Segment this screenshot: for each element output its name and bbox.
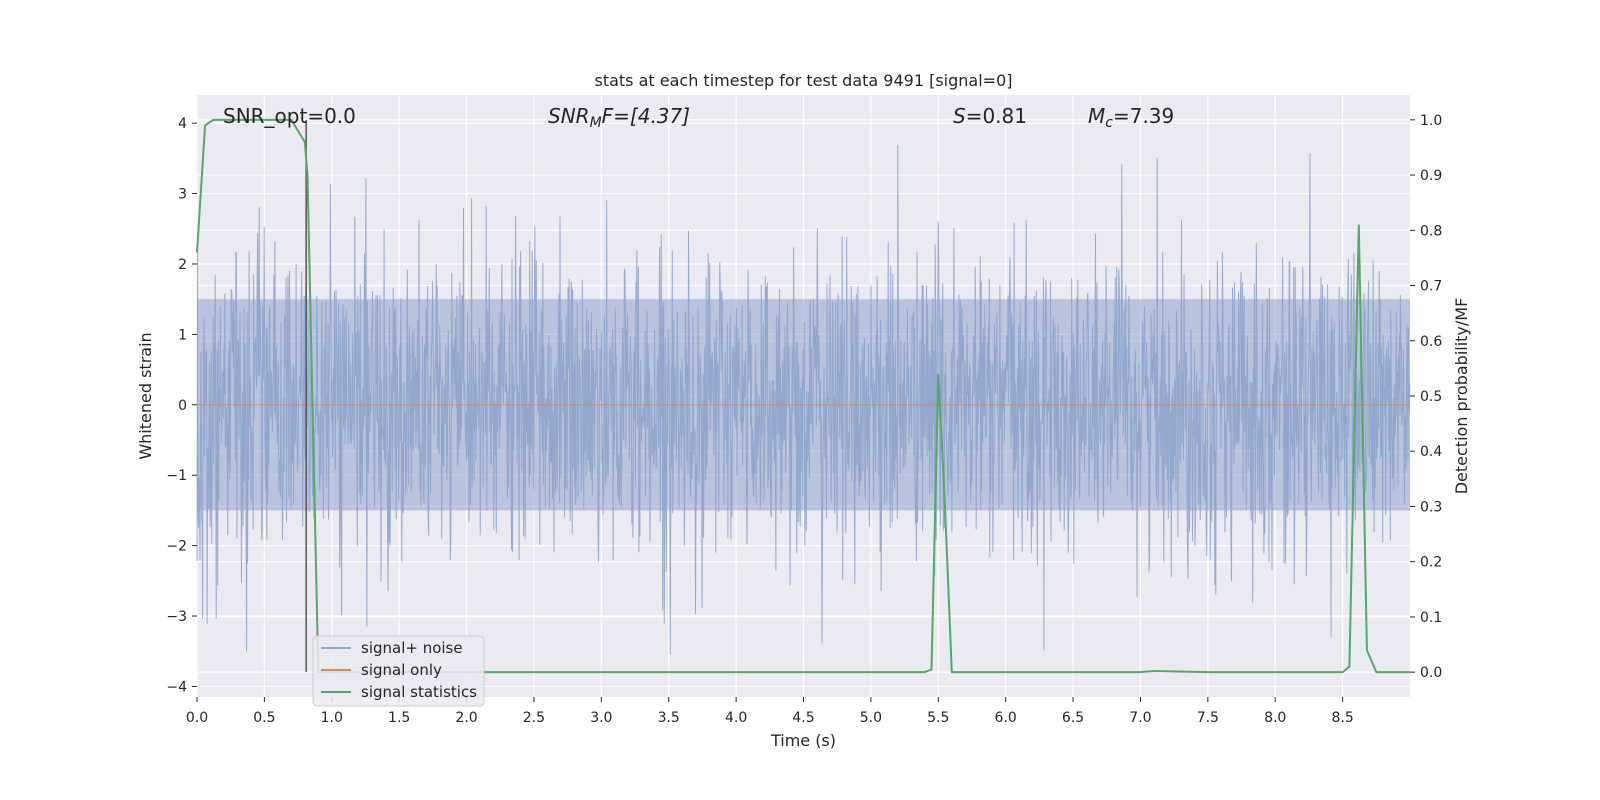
annotation-mc: Mc=7.39 — [1088, 104, 1174, 131]
y-left-tick-label-7: −3 — [166, 609, 187, 625]
x-tick-label-9: 4.5 — [792, 710, 814, 726]
annotation-mc-rest: =7.39 — [1113, 104, 1174, 128]
y-right-tick-label-4: 0.6 — [1420, 334, 1442, 350]
x-tick-label-16: 8.0 — [1264, 710, 1286, 726]
y-left-tick-label-0: 4 — [178, 116, 187, 132]
y-axis-label-right: Detection probability/MF — [1452, 298, 1471, 495]
legend: signal+ noise signal only signal statist… — [312, 635, 485, 707]
y-left-tick-label-5: −1 — [166, 468, 187, 484]
legend-label-signal-only: signal only — [361, 661, 442, 679]
x-tick-label-1: 0.5 — [253, 710, 275, 726]
y-right-tick-label-6: 0.4 — [1420, 444, 1442, 460]
y-right-tick-label-1: 0.9 — [1420, 168, 1442, 184]
y-left-tick-label-1: 3 — [178, 187, 187, 203]
annotation-snr-mf: SNRMF=[4.37] — [548, 104, 690, 131]
x-axis-label: Time (s) — [770, 731, 836, 750]
y-left-tick-label-6: −2 — [166, 539, 187, 555]
annotation-snr-mf-rest: F=[4.37] — [602, 104, 690, 128]
annotation-snr-opt: SNR_opt=0.0 — [223, 104, 356, 128]
x-tick-label-5: 2.5 — [523, 710, 545, 726]
x-tick-label-14: 7.0 — [1129, 710, 1151, 726]
x-tick-label-7: 3.5 — [658, 710, 680, 726]
y-left-tick-label-2: 2 — [178, 257, 187, 273]
annotation-s-main: S — [953, 104, 966, 128]
y-right-tick-label-7: 0.3 — [1420, 499, 1442, 515]
x-tick-label-4: 2.0 — [455, 710, 477, 726]
axes-group: 0.0 0.5 1.0 1.5 2.0 2.5 3.0 3.5 4.0 4.5 5.0 5.5 6.0 6… — [166, 113, 1442, 726]
y-axis-label-left: Whitened strain — [136, 332, 155, 459]
annotation-mc-sub: c — [1105, 115, 1113, 131]
y-right-tick-label-2: 0.8 — [1420, 223, 1442, 239]
y-left-tick-label-8: −4 — [166, 679, 187, 695]
x-tick-label-15: 7.5 — [1197, 710, 1219, 726]
x-tick-label-0: 0.0 — [186, 710, 208, 726]
series-signal-noise — [196, 144, 1411, 655]
annotation-s-rest: =0.81 — [966, 104, 1027, 128]
annotation-snr-mf-sub: M — [590, 115, 602, 131]
annotations-group: SNR_opt=0.0 SNRMF=[4.37] S=0.81 Mc=7.39 — [223, 104, 1174, 131]
y-right-tick-label-10: 0.0 — [1420, 665, 1442, 681]
legend-box — [312, 635, 485, 707]
legend-label-signal-statistics: signal statistics — [361, 683, 477, 701]
y-right-tick-label-3: 0.7 — [1420, 279, 1442, 295]
y-right-tick-label-8: 0.2 — [1420, 555, 1442, 571]
y-left-tick-label-3: 1 — [178, 327, 187, 343]
annotation-s: S=0.81 — [953, 104, 1027, 128]
y-left-tick-label-4: 0 — [178, 398, 187, 414]
line-series-group — [196, 118, 1411, 674]
chart-title: stats at each timestep for test data 949… — [594, 71, 1012, 90]
y-right-tick-label-9: 0.1 — [1420, 610, 1442, 626]
y-right-tick-label-0: 1.0 — [1420, 113, 1442, 129]
x-tick-label-2: 1.0 — [321, 710, 343, 726]
x-tick-label-13: 6.5 — [1062, 710, 1084, 726]
x-tick-label-17: 8.5 — [1331, 710, 1353, 726]
annotation-mc-main: M — [1088, 104, 1105, 128]
legend-label-signal-noise: signal+ noise — [361, 639, 463, 657]
x-tick-label-12: 6.0 — [995, 710, 1017, 726]
x-tick-label-3: 1.5 — [388, 710, 410, 726]
annotation-snr-mf-main: SNR — [548, 104, 590, 128]
x-tick-label-11: 5.5 — [927, 710, 949, 726]
y-right-tick-label-5: 0.5 — [1420, 389, 1442, 405]
x-tick-label-6: 3.0 — [590, 710, 612, 726]
x-tick-label-8: 4.0 — [725, 710, 747, 726]
x-tick-label-10: 5.0 — [860, 710, 882, 726]
